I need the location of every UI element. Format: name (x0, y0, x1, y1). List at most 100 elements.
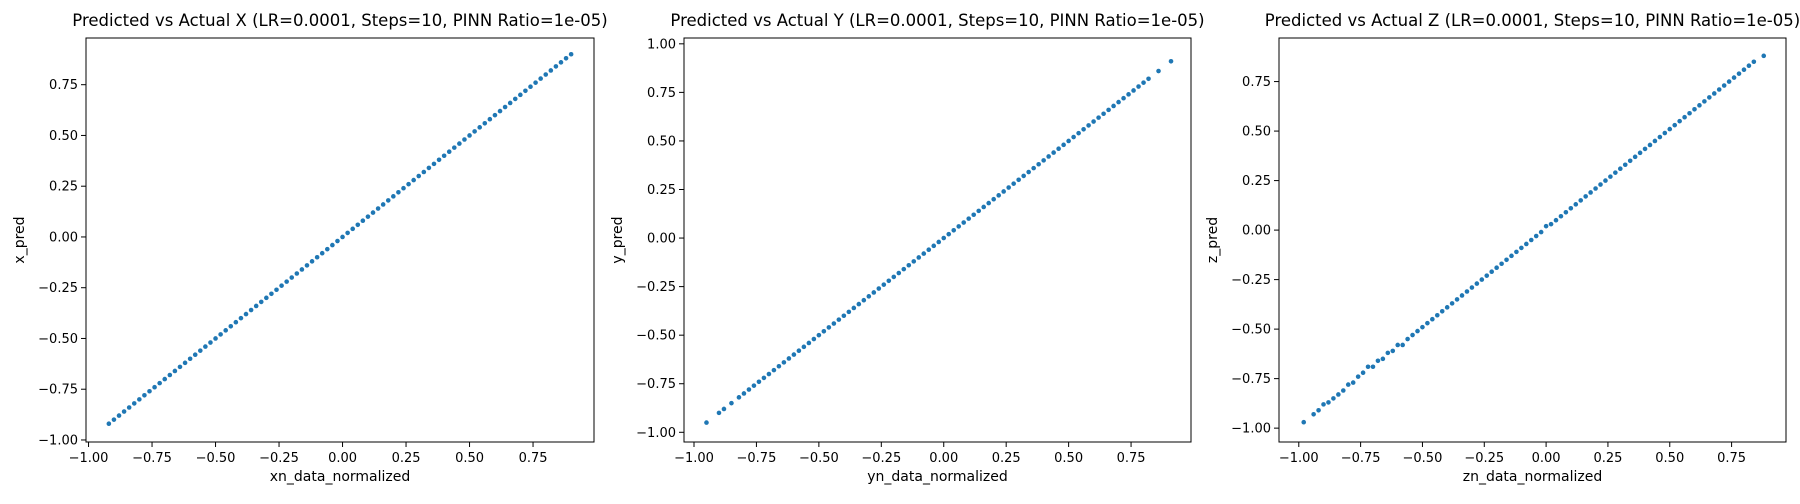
scatter-point (111, 417, 117, 422)
scatter-point (218, 332, 223, 337)
scatter-point (1321, 402, 1326, 407)
scatter-point (1716, 87, 1722, 92)
scatter-point (1001, 189, 1006, 194)
scatter-point (886, 278, 892, 284)
scatter-point (1420, 324, 1425, 330)
scatter-point (756, 379, 762, 385)
x-tick-label: −1.00 (1279, 451, 1319, 466)
scatter-point (1375, 358, 1381, 364)
scatter-point (360, 218, 366, 224)
x-tick-label: −0.50 (196, 451, 236, 466)
x-tick-label: −0.25 (861, 451, 901, 466)
scatter-point (1479, 277, 1485, 282)
scatter-point (152, 384, 157, 390)
scatter-point (1682, 114, 1687, 120)
scatter-point (1702, 99, 1707, 104)
y-tick-label: −1.00 (38, 433, 78, 448)
scatter-point (350, 226, 356, 232)
scatter-point (911, 259, 917, 264)
x-tick-label: 0.25 (1593, 451, 1622, 466)
scatter-point (1761, 53, 1767, 59)
axes-frame (683, 37, 1192, 443)
scatter-point (355, 222, 361, 228)
scatter-point (502, 104, 508, 110)
scatter-point (203, 344, 208, 349)
plot-area (86, 38, 594, 442)
scatter-point (1558, 213, 1564, 219)
scatter-point (431, 161, 437, 167)
chart-panel-2: −1.00 −0.75 −0.50 −0.25 0.00 0.25 0.50 0.75 −1.0… (610, 11, 1205, 485)
scatter-point (553, 64, 559, 69)
scatter-point (258, 299, 264, 305)
scatter-point (518, 92, 523, 98)
scatter-point (1106, 107, 1111, 113)
x-axis-label: xn_data_normalized (270, 469, 411, 485)
scatter-point (1746, 63, 1752, 69)
scatter-point (1415, 328, 1420, 334)
scatter-point (1618, 166, 1623, 172)
scatter-point (1553, 217, 1559, 223)
scatter-point (507, 100, 513, 106)
y-axis-label: y_pred (610, 216, 626, 263)
scatter-point (1726, 79, 1732, 84)
scatter-point (512, 96, 518, 102)
y-tick-label: 0.00 (1242, 224, 1271, 239)
scatter-point (401, 185, 406, 191)
scatter-point (1583, 194, 1588, 199)
chart-panel-1: −1.00 −0.75 −0.50 −0.25 0.00 0.25 0.50 0.75 −1.0… (12, 11, 608, 485)
y-tick-label: 0.25 (1242, 174, 1271, 189)
scatter-point (446, 149, 452, 154)
scatter-point (1662, 130, 1668, 136)
x-tick-label: 0.50 (1054, 451, 1083, 466)
y-tick-label: −0.25 (38, 281, 78, 296)
scatter-point (1370, 364, 1376, 370)
scatter-point (1385, 350, 1391, 356)
scatter-point (116, 413, 122, 418)
axes-frame (1278, 37, 1787, 443)
chart-title: Predicted vs Actual X (LR=0.0001, Steps=… (72, 11, 607, 30)
scatter-point (1548, 221, 1554, 227)
x-tick-label: −0.25 (259, 451, 299, 466)
scatter-point (1524, 241, 1529, 247)
scatter-point (335, 238, 340, 244)
scatter-point (896, 270, 902, 276)
scatter-point (1543, 223, 1549, 229)
scatter-point (966, 216, 972, 221)
scatter-point (543, 72, 549, 77)
x-tick-label: 0.25 (992, 451, 1021, 466)
scatter-point (1425, 320, 1430, 326)
y-axis-label: x_pred (12, 216, 28, 263)
scatter-point (771, 367, 777, 373)
scatter-point (1494, 265, 1499, 271)
scatter-series (106, 51, 574, 427)
x-axis-label: yn_data_normalized (867, 469, 1008, 485)
scatter-point (816, 332, 822, 338)
y-tick-label: 0.75 (1242, 75, 1271, 90)
scatter-point (243, 311, 249, 317)
scatter-point (1056, 146, 1061, 152)
x-tick-label: −0.75 (132, 451, 172, 466)
y-tick-label: −0.50 (636, 329, 676, 344)
scatter-point (1731, 75, 1737, 80)
scatter-point (1538, 229, 1544, 235)
scatter-point (1051, 150, 1056, 155)
scatter-point (1116, 99, 1121, 105)
scatter-point (563, 56, 569, 61)
scatter-point (1434, 312, 1440, 318)
y-tick-label: 0.25 (647, 183, 676, 198)
scatter-point (137, 397, 142, 402)
chart-title: Predicted vs Actual Y (LR=0.0001, Steps=… (670, 11, 1204, 30)
scatter-point (1608, 174, 1613, 179)
scatter-point (826, 325, 832, 330)
scatter-point (1504, 257, 1509, 263)
scatter-point (1395, 342, 1401, 348)
scatter-point (1316, 408, 1321, 413)
scatter-point (781, 360, 787, 365)
scatter-series (1301, 53, 1767, 425)
scatter-point (1076, 130, 1081, 136)
scatter-point (1647, 142, 1653, 148)
y-tick-label: −1.00 (1231, 422, 1271, 437)
scatter-point (716, 410, 722, 416)
scatter-point (441, 153, 447, 159)
